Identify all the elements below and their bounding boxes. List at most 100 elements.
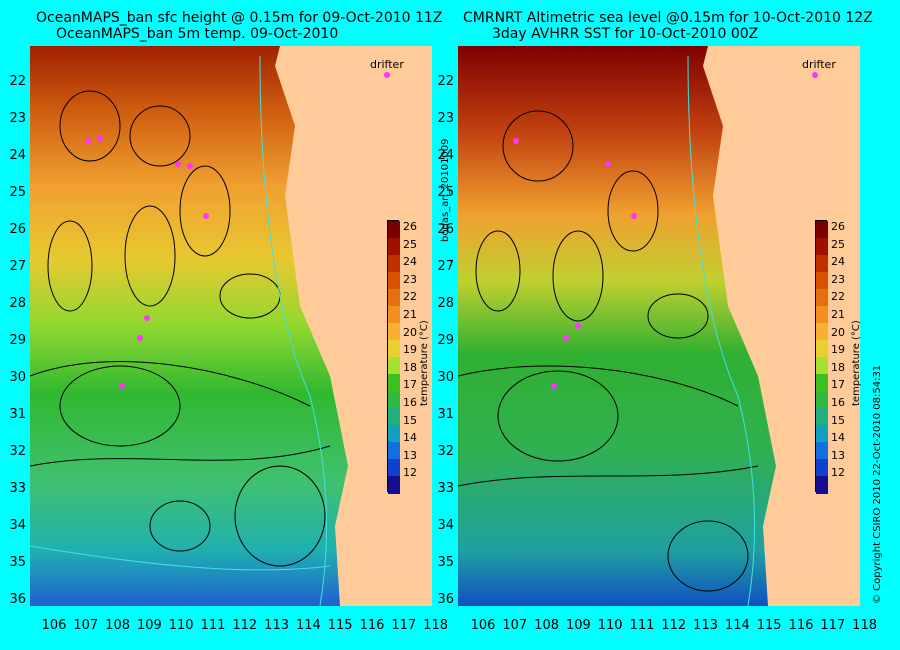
left-title-line2: OceanMAPS_ban 5m temp. 09-Oct-2010 <box>56 26 339 42</box>
y-tick-label: 24 <box>9 148 26 163</box>
drifter-tracks <box>513 72 818 389</box>
colorbar-segment <box>816 374 828 392</box>
colorbar-segment <box>816 306 828 324</box>
y-tick-label: 29 <box>9 333 26 348</box>
y-tick-label: 22 <box>9 74 26 89</box>
colorbar-tick-label: 23 <box>403 272 417 286</box>
coast-contours <box>687 55 756 606</box>
y-tick-label: 36 <box>9 592 26 607</box>
colorbar-segment <box>816 238 828 256</box>
colorbar-tick-label: 25 <box>831 237 845 251</box>
x-tick-label: 110 <box>597 618 623 633</box>
y-tick-label: 23 <box>9 111 26 126</box>
y-tick-label: 31 <box>9 407 26 422</box>
y-tick-label: 24 <box>437 148 454 163</box>
x-tick-label: 113 <box>693 618 718 633</box>
colorbar-tick-label: 23 <box>831 272 845 286</box>
colorbar-tick-label: 15 <box>831 413 845 427</box>
x-tick-label: 116 <box>788 618 814 633</box>
colorbar-segment <box>388 357 400 375</box>
colorbar-segment <box>816 340 828 358</box>
y-tick-label: 35 <box>9 555 26 570</box>
x-tick-label: 108 <box>534 618 559 633</box>
colorbar-tick-label: 26 <box>831 220 845 233</box>
colorbar-segment <box>388 221 400 239</box>
x-tick-label: 108 <box>105 618 130 633</box>
colorbar-tick-label: 16 <box>831 396 845 409</box>
y-tick-label: 22 <box>437 74 454 89</box>
colorbar-tick-label: 18 <box>403 360 417 374</box>
y-tick-label: 25 <box>9 185 26 200</box>
colorbar-tick-label: 19 <box>403 343 417 357</box>
colorbar-segment <box>816 357 828 375</box>
x-tick-label: 115 <box>327 618 353 633</box>
y-tick-label: 28 <box>437 296 454 311</box>
x-tick-label: 112 <box>661 618 687 633</box>
x-tick-label: 118 <box>852 618 877 633</box>
colorbar-tick-label: 13 <box>831 448 845 462</box>
x-tick-label: 115 <box>756 618 782 633</box>
copyright-label: © Copyright CSIRO 2010 22-Oct-2010 08:54… <box>872 364 883 604</box>
colorbar-tick-label: 24 <box>403 255 417 269</box>
right-drifter-label: drifter <box>802 58 836 71</box>
colorbar-tick-label: 25 <box>403 237 417 251</box>
colorbar-segment <box>388 323 400 341</box>
y-tick-label: 34 <box>437 518 454 533</box>
left-map[interactable] <box>30 46 432 606</box>
colorbar-tick-label: 12 <box>403 466 417 480</box>
colorbar-tick-label: 22 <box>403 290 417 304</box>
x-tick-label: 111 <box>200 618 226 633</box>
colorbar-segment <box>816 459 828 477</box>
coast-contours <box>30 55 331 606</box>
y-tick-label: 27 <box>9 259 26 274</box>
colorbar-tick-label: 22 <box>831 290 845 304</box>
y-tick-label: 28 <box>9 296 26 311</box>
x-tick-label: 114 <box>724 618 750 633</box>
left-title-line1: OceanMAPS_ban sfc height @ 0.15m for 09-… <box>36 10 443 26</box>
colorbar-segment <box>388 476 400 494</box>
colorbar-segment <box>816 442 828 460</box>
x-tick-label: 110 <box>168 618 194 633</box>
colorbar-tick-label: 13 <box>403 448 417 462</box>
left-drifter-label: drifter <box>370 58 404 71</box>
colorbar-segment <box>816 272 828 290</box>
y-tick-label: 33 <box>9 481 26 496</box>
colorbar-tick-label: 14 <box>831 431 845 445</box>
right-map[interactable] <box>458 46 860 606</box>
x-tick-label: 109 <box>565 618 591 633</box>
colorbar-segment <box>816 255 828 273</box>
colorbar-segment <box>816 391 828 409</box>
colorbar-segment <box>816 221 828 239</box>
y-tick-label: 26 <box>9 222 26 237</box>
y-tick-label: 36 <box>437 592 454 607</box>
contour-lines <box>458 110 759 592</box>
x-tick-label: 116 <box>359 618 385 633</box>
colorbar-segment <box>388 238 400 256</box>
y-tick-label: 32 <box>9 444 26 459</box>
y-tick-label: 30 <box>9 370 26 385</box>
x-tick-label: 111 <box>629 618 655 633</box>
colorbar-segment <box>388 442 400 460</box>
colorbar-segment <box>388 408 400 426</box>
colorbar-tick-label: 21 <box>403 308 417 321</box>
colorbar-segment <box>388 425 400 443</box>
y-tick-label: 30 <box>437 370 454 385</box>
colorbar-segment <box>816 289 828 307</box>
colorbar-tick-label: 24 <box>831 255 845 269</box>
colorbar-segment <box>388 306 400 324</box>
colorbar-tick-label: 21 <box>831 308 845 321</box>
colorbar-tick-label: 12 <box>831 466 845 480</box>
colorbar-tick-label: 15 <box>403 413 417 427</box>
colorbar-segment <box>816 476 828 494</box>
colorbar-segment <box>388 374 400 392</box>
x-tick-label: 109 <box>136 618 162 633</box>
y-tick-label: 32 <box>437 444 454 459</box>
colorbar-segment <box>816 408 828 426</box>
y-tick-label: 25 <box>437 185 454 200</box>
colorbar-segment <box>388 272 400 290</box>
drifter-tracks <box>85 72 390 389</box>
colorbar-tick-label: 16 <box>403 396 417 409</box>
colorbar-segment <box>388 255 400 273</box>
colorbar-segment <box>388 289 400 307</box>
right-colorbar-label: temperature (°C) <box>851 320 862 406</box>
